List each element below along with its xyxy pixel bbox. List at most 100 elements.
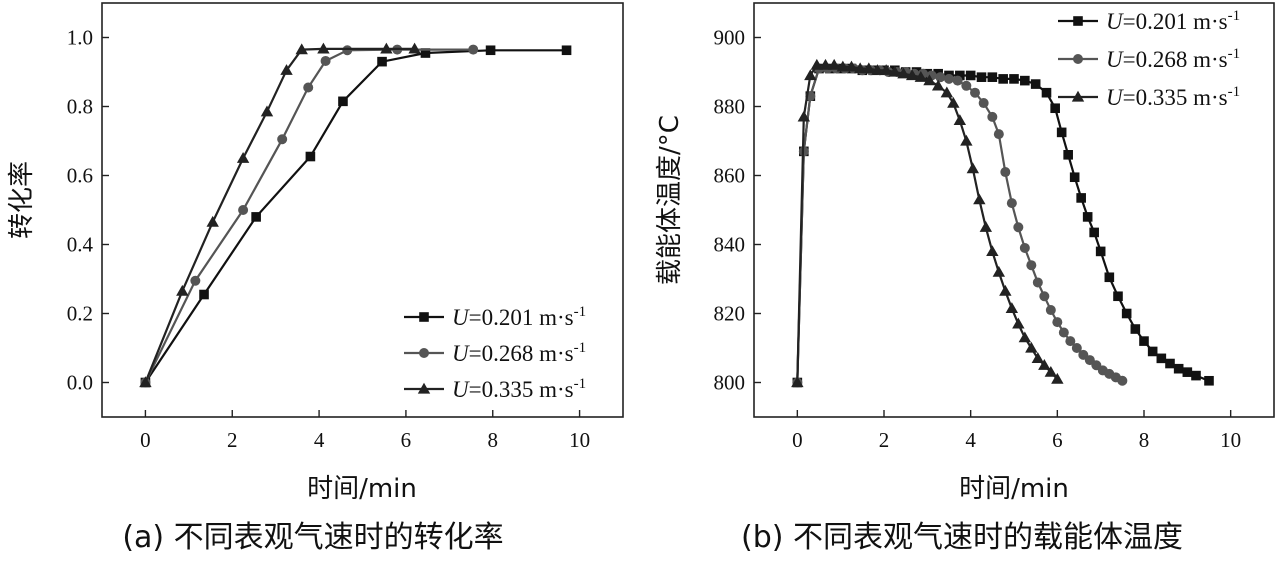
data-point <box>1038 359 1051 370</box>
data-point <box>879 64 893 75</box>
legend-label-exponent: -1 <box>574 376 587 392</box>
data-point <box>931 79 945 91</box>
data-point <box>978 98 989 109</box>
legend-label-value: =0.268 m·s <box>469 341 574 366</box>
y-tick-label: 900 <box>714 26 746 50</box>
data-point <box>317 42 330 54</box>
data-point <box>1147 346 1158 357</box>
data-point <box>238 205 249 215</box>
data-point <box>1082 212 1093 222</box>
data-point <box>979 221 993 232</box>
data-point <box>139 376 152 388</box>
data-point <box>1182 367 1193 377</box>
y-tick-label: 860 <box>714 164 746 188</box>
data-point <box>960 134 973 146</box>
data-point <box>1045 305 1056 316</box>
x-tick-label: 8 <box>488 428 499 452</box>
data-point <box>1069 172 1080 183</box>
data-point <box>953 114 967 125</box>
data-point <box>845 60 858 72</box>
data-point <box>260 105 274 117</box>
data-point <box>377 56 387 67</box>
data-point <box>190 275 201 286</box>
data-point <box>277 134 288 145</box>
panel-b-temperature-chart: (b) 不同表观气速时的载能体温度 0 2 4 6 8 10 800 820 840 860 880… <box>655 2 1275 555</box>
y-tick-label: 880 <box>714 95 746 119</box>
legend-marker <box>1073 16 1083 26</box>
data-point <box>1063 150 1073 160</box>
data-point <box>955 70 965 81</box>
panel-b-caption: (b) 不同表观气速时的载能体温度 <box>741 520 1183 555</box>
legend-label-value: =0.335 m·s <box>469 377 574 402</box>
data-point <box>940 86 954 98</box>
y-tick-label: 0.8 <box>67 95 93 119</box>
data-point <box>420 48 431 58</box>
data-point <box>992 265 1006 277</box>
y-tick-label: 0.0 <box>67 371 93 395</box>
data-point <box>206 215 219 227</box>
series-triangle <box>791 58 1064 388</box>
legend-marker <box>419 348 429 358</box>
data-point <box>468 44 479 55</box>
data-point <box>1018 331 1032 343</box>
data-point <box>1050 103 1060 114</box>
x-tick-label: 2 <box>879 428 890 452</box>
data-point <box>871 64 884 75</box>
data-point <box>1000 167 1011 178</box>
data-point <box>1113 291 1123 302</box>
series-circle <box>792 63 1128 388</box>
data-point <box>1041 87 1052 98</box>
data-point <box>1039 291 1050 302</box>
x-tick-label: 4 <box>314 428 325 452</box>
x-tick-label: 0 <box>140 428 151 452</box>
data-point <box>836 60 850 72</box>
data-point <box>1044 365 1058 377</box>
data-point <box>1173 363 1184 374</box>
data-point <box>1204 375 1214 386</box>
data-point <box>1065 336 1076 347</box>
x-axis-title: 时间/min <box>959 474 1069 504</box>
panel-a-conversion-chart: (a) 不同表观气速时的转化率 0 2 4 6 8 10 0.0 0.2 0.4 0.6 0.8 1.… <box>7 2 624 555</box>
y-axis-title: 转化率 <box>7 161 37 239</box>
data-point <box>1121 308 1132 319</box>
data-point <box>819 58 832 70</box>
legend-label-value: =0.201 m·s <box>1123 9 1228 34</box>
data-point <box>303 82 314 93</box>
data-point <box>810 58 824 70</box>
series-circle <box>140 44 479 388</box>
data-point <box>1019 242 1030 253</box>
legend-marker <box>1071 90 1085 102</box>
data-point <box>970 87 980 98</box>
series-square <box>140 45 572 388</box>
x-tick-label: 10 <box>1220 428 1241 452</box>
data-point <box>1006 198 1017 209</box>
legend-label-variable: U <box>452 377 470 402</box>
legend-label-exponent: -1 <box>1228 84 1241 100</box>
legend-label-variable: U <box>1106 85 1124 110</box>
data-point <box>280 64 293 75</box>
data-point <box>905 69 919 81</box>
data-point <box>993 129 1004 140</box>
data-point <box>176 284 189 296</box>
data-point <box>1031 352 1045 363</box>
data-point <box>888 65 902 77</box>
legend-label-exponent: -1 <box>574 304 587 320</box>
data-point <box>1104 272 1115 283</box>
data-point <box>561 45 572 56</box>
data-point <box>1012 317 1025 329</box>
legend-label-variable: U <box>452 305 470 330</box>
legend-label: U=0.201 m·s-1 <box>1106 8 1240 34</box>
legend-label: U=0.268 m·s-1 <box>452 340 586 366</box>
legend-label-variable: U <box>452 341 470 366</box>
legend-entry: U=0.268 m·s-1 <box>404 340 586 366</box>
legend-label: U=0.201 m·s-1 <box>452 304 586 330</box>
legend-label-exponent: -1 <box>574 340 587 356</box>
data-point <box>827 58 841 70</box>
series-line <box>144 48 474 383</box>
data-point <box>987 72 998 82</box>
y-tick-label: 1.0 <box>67 26 93 50</box>
data-point <box>999 284 1012 296</box>
y-tick-label: 840 <box>714 233 746 257</box>
data-point <box>1095 246 1106 257</box>
